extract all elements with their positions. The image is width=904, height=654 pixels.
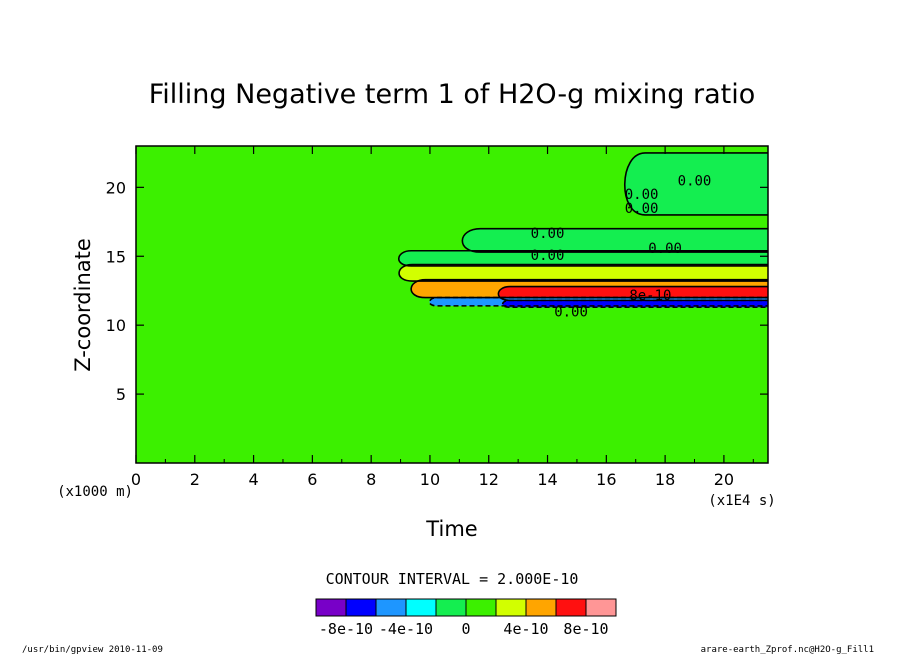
colorbar-label: -4e-10 <box>379 620 433 638</box>
contour-layer-0 <box>624 152 768 215</box>
colorbar-label: 0 <box>461 620 470 638</box>
contour-value-label: 0.00 <box>531 226 565 242</box>
colorbar-cell <box>315 598 347 617</box>
colorbar-cell <box>495 598 527 617</box>
x-axis-label: Time <box>425 517 477 541</box>
x-tick-label: 4 <box>248 470 258 489</box>
colorbar-cell <box>435 598 467 617</box>
y-tick-label: 20 <box>106 178 126 197</box>
colorbar-cell <box>465 598 497 617</box>
contour-line-4 <box>410 278 768 299</box>
contour-layer-2 <box>398 250 768 266</box>
x-tick-label: 16 <box>596 470 616 489</box>
contour-line-1 <box>461 227 768 253</box>
x-tick-label: 2 <box>190 470 200 489</box>
contour-value-label: 0.00 <box>531 248 565 264</box>
y-unit-label: (x1000 m) <box>57 484 133 500</box>
colorbar-cell <box>405 598 437 617</box>
contour-line-0 <box>624 152 768 216</box>
x-tick-label: 20 <box>714 470 734 489</box>
colorbar-cell <box>345 598 377 617</box>
y-axis-label: Z-coordinate <box>71 238 95 372</box>
contour-line-3 <box>398 263 768 282</box>
contour-layer-1 <box>462 228 768 253</box>
colorbar: -8e-10 -4e-10 0 4e-10 8e-10 <box>315 598 617 638</box>
x-tick-label: 18 <box>655 470 675 489</box>
footer-right: arare-earth_Zprof.nc@H2O-g_Fill1 <box>701 645 874 654</box>
x-tick-label: 14 <box>537 470 557 489</box>
contour-value-label: 0.00 <box>554 304 588 320</box>
colorbar-cell <box>525 598 557 617</box>
contour-value-label: 8e-10 <box>629 288 671 304</box>
colorbar-label: -8e-10 <box>319 620 373 638</box>
x-tick-label: 6 <box>307 470 317 489</box>
contour-line-7 <box>501 299 768 309</box>
chart-title: Filling Negative term 1 of H2O-g mixing … <box>149 79 756 110</box>
contour-value-label: 0.00 <box>648 241 682 257</box>
contour-value-label: 0.00 <box>625 201 659 217</box>
x-tick-label: 10 <box>420 470 440 489</box>
contour-interval-label: CONTOUR INTERVAL = 2.000E-10 <box>326 570 579 588</box>
plot-frame <box>135 145 769 464</box>
colorbar-cell <box>585 598 617 617</box>
y-tick-label: 5 <box>116 385 126 404</box>
contour-value-label: 0.00 <box>625 187 659 203</box>
x-tick-label: 8 <box>366 470 376 489</box>
colorbar-label: 4e-10 <box>503 620 548 638</box>
x-unit-label: (x1E4 s) <box>708 493 775 509</box>
x-tick-label: 0 <box>131 470 141 489</box>
y-tick-label: 10 <box>106 316 126 335</box>
colorbar-cell <box>375 598 407 617</box>
contour-value-label: 0.00 <box>678 173 712 189</box>
footer-left: /usr/bin/gpview 2010-11-09 <box>22 645 163 654</box>
colorbar-label: 8e-10 <box>563 620 608 638</box>
x-tick-label: 12 <box>479 470 499 489</box>
contour-line-2 <box>397 249 768 267</box>
contour-layer-3 <box>399 264 768 282</box>
y-tick-label: 15 <box>106 247 126 266</box>
colorbar-cell <box>555 598 587 617</box>
